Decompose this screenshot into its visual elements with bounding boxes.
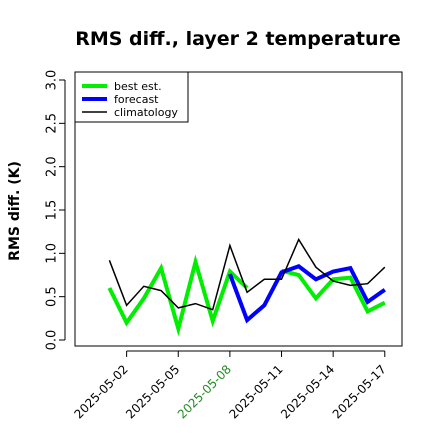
- series-line-best-est: [107, 254, 249, 337]
- x-tick-label: 2025-05-11: [226, 362, 285, 421]
- y-tick-label: 1.5: [45, 200, 60, 221]
- x-tick-label: 2025-05-05: [123, 362, 182, 421]
- x-tick-label: 2025-05-02: [72, 362, 131, 421]
- chart-title: RMS diff., layer 2 temperature: [75, 28, 401, 50]
- x-tick-label: 2025-05-14: [278, 362, 337, 421]
- y-axis-label: RMS diff. (K): [7, 161, 23, 261]
- series-layer: [107, 237, 386, 337]
- y-tick-label: 0.0: [45, 330, 60, 351]
- y-tick-label: 3.0: [45, 70, 60, 91]
- series-line-forecast: [228, 264, 386, 324]
- y-tick-label: 1.0: [45, 243, 60, 264]
- legend-entry: forecast: [114, 93, 159, 106]
- legend-entry: best est.: [114, 80, 162, 93]
- y-tick-label: 0.5: [45, 286, 60, 307]
- x-tick-label: 2025-05-17: [330, 362, 389, 421]
- x-axis: 2025-05-022025-05-052025-05-082025-05-11…: [72, 350, 389, 421]
- series-line-climatology: [108, 237, 386, 311]
- plot-frame: [74, 71, 403, 347]
- x-tick-label: 2025-05-08: [175, 362, 234, 421]
- y-tick-label: 2.5: [45, 113, 60, 134]
- y-axis: 0.0 0.5 1.0 1.5 2.0 2.5 3.0: [45, 70, 66, 351]
- series-line-best-est: [281, 268, 386, 315]
- legend-entry: climatology: [114, 106, 178, 119]
- y-tick-label: 2.0: [45, 156, 60, 177]
